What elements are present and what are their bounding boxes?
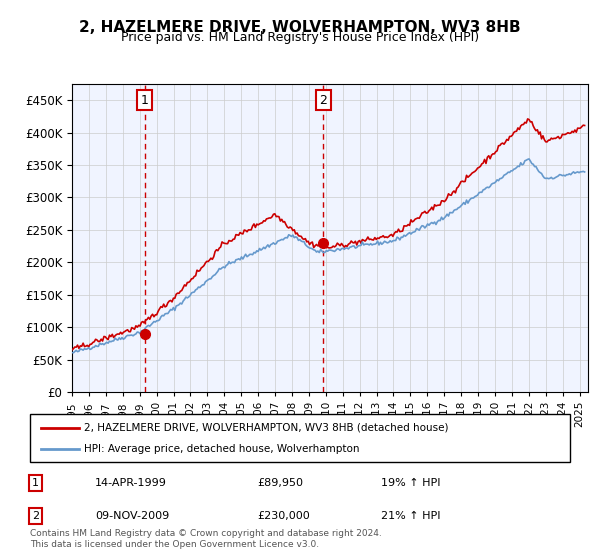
Text: 2, HAZELMERE DRIVE, WOLVERHAMPTON, WV3 8HB: 2, HAZELMERE DRIVE, WOLVERHAMPTON, WV3 8… xyxy=(79,20,521,35)
Text: 14-APR-1999: 14-APR-1999 xyxy=(95,478,167,488)
Text: 19% ↑ HPI: 19% ↑ HPI xyxy=(381,478,440,488)
Text: 1: 1 xyxy=(32,478,39,488)
Text: £89,950: £89,950 xyxy=(257,478,303,488)
Text: 21% ↑ HPI: 21% ↑ HPI xyxy=(381,511,440,521)
Text: 2: 2 xyxy=(319,94,328,107)
Text: Contains HM Land Registry data © Crown copyright and database right 2024.
This d: Contains HM Land Registry data © Crown c… xyxy=(30,529,382,549)
Text: HPI: Average price, detached house, Wolverhampton: HPI: Average price, detached house, Wolv… xyxy=(84,444,359,454)
Text: 1: 1 xyxy=(140,94,149,107)
Text: £230,000: £230,000 xyxy=(257,511,310,521)
Text: 2, HAZELMERE DRIVE, WOLVERHAMPTON, WV3 8HB (detached house): 2, HAZELMERE DRIVE, WOLVERHAMPTON, WV3 8… xyxy=(84,423,449,433)
Text: Price paid vs. HM Land Registry's House Price Index (HPI): Price paid vs. HM Land Registry's House … xyxy=(121,31,479,44)
FancyBboxPatch shape xyxy=(30,414,570,462)
Text: 09-NOV-2009: 09-NOV-2009 xyxy=(95,511,169,521)
Text: 2: 2 xyxy=(32,511,39,521)
